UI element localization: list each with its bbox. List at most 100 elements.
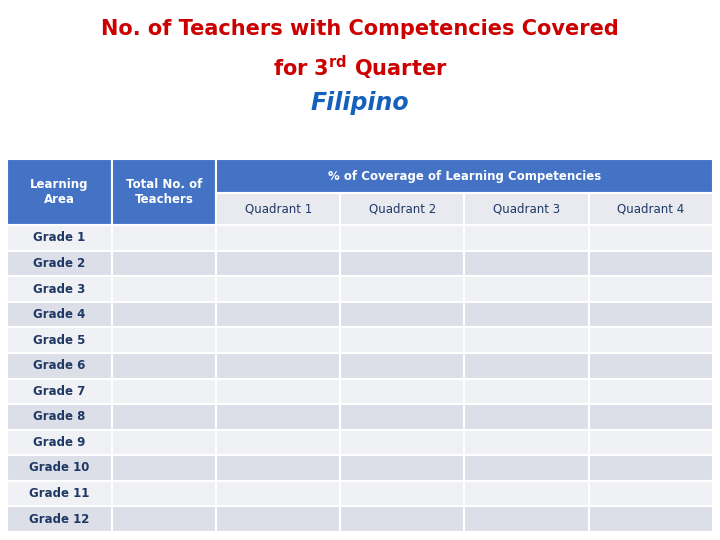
Bar (341, 327, 464, 353)
Bar (112, 379, 216, 404)
Bar (216, 327, 341, 353)
Text: Learning
Area: Learning Area (30, 178, 89, 206)
Bar (112, 430, 216, 455)
Bar (464, 327, 589, 353)
Bar (341, 404, 464, 430)
Bar (589, 430, 713, 455)
Bar (7, 507, 112, 532)
Text: Total No. of
Teachers: Total No. of Teachers (126, 178, 202, 206)
Bar (216, 251, 341, 276)
Bar (341, 302, 464, 327)
Bar (589, 193, 713, 225)
Bar (589, 353, 713, 379)
Bar (216, 379, 341, 404)
Text: Grade 8: Grade 8 (33, 410, 86, 423)
Bar (7, 225, 112, 251)
Text: No. of Teachers with Competencies Covered: No. of Teachers with Competencies Covere… (101, 19, 619, 39)
Bar (216, 455, 341, 481)
Bar (216, 302, 341, 327)
Bar (341, 353, 464, 379)
Bar (216, 404, 341, 430)
Bar (589, 481, 713, 507)
Bar (589, 276, 713, 302)
Text: Grade 7: Grade 7 (33, 385, 86, 398)
Bar (341, 193, 464, 225)
Bar (589, 404, 713, 430)
Bar (464, 353, 589, 379)
Bar (589, 225, 713, 251)
Bar (589, 507, 713, 532)
Bar (464, 225, 589, 251)
Bar (341, 251, 464, 276)
Bar (7, 159, 112, 225)
Text: Filipino: Filipino (311, 91, 409, 114)
Bar (589, 379, 713, 404)
Bar (112, 302, 216, 327)
Bar (112, 481, 216, 507)
Bar (7, 430, 112, 455)
Text: for 3$^\mathregular{rd}$ Quarter: for 3$^\mathregular{rd}$ Quarter (273, 54, 447, 82)
Bar (341, 379, 464, 404)
Bar (7, 455, 112, 481)
Text: Grade 9: Grade 9 (33, 436, 86, 449)
Bar (464, 302, 589, 327)
Bar (7, 302, 112, 327)
Bar (7, 353, 112, 379)
Bar (112, 404, 216, 430)
Bar (464, 193, 589, 225)
Bar (112, 251, 216, 276)
Bar (589, 455, 713, 481)
Text: Quadrant 1: Quadrant 1 (245, 202, 312, 215)
Bar (7, 481, 112, 507)
Bar (112, 276, 216, 302)
Bar (216, 353, 341, 379)
Bar (464, 481, 589, 507)
Bar (112, 507, 216, 532)
Text: Quadrant 4: Quadrant 4 (617, 202, 684, 215)
Text: Grade 4: Grade 4 (33, 308, 86, 321)
Bar (7, 404, 112, 430)
Bar (216, 193, 341, 225)
Bar (216, 159, 713, 193)
Text: Quadrant 2: Quadrant 2 (369, 202, 436, 215)
Bar (112, 225, 216, 251)
Bar (589, 302, 713, 327)
Text: Grade 2: Grade 2 (33, 257, 86, 270)
Bar (112, 455, 216, 481)
Bar (464, 276, 589, 302)
Bar (464, 404, 589, 430)
Bar (341, 430, 464, 455)
Bar (216, 276, 341, 302)
Bar (464, 455, 589, 481)
Bar (216, 481, 341, 507)
Bar (341, 225, 464, 251)
Text: Grade 6: Grade 6 (33, 359, 86, 372)
Text: Grade 5: Grade 5 (33, 334, 86, 347)
Bar (464, 507, 589, 532)
Bar (589, 327, 713, 353)
Bar (464, 251, 589, 276)
Bar (112, 327, 216, 353)
Bar (341, 455, 464, 481)
Bar (112, 159, 216, 225)
Bar (589, 251, 713, 276)
Bar (216, 225, 341, 251)
Bar (7, 379, 112, 404)
Text: Grade 12: Grade 12 (30, 512, 89, 525)
Text: Quadrant 3: Quadrant 3 (493, 202, 560, 215)
Bar (464, 430, 589, 455)
Bar (341, 276, 464, 302)
Text: Grade 1: Grade 1 (33, 232, 86, 245)
Bar (216, 507, 341, 532)
Bar (112, 353, 216, 379)
Bar (7, 327, 112, 353)
Bar (216, 430, 341, 455)
Bar (464, 379, 589, 404)
Text: % of Coverage of Learning Competencies: % of Coverage of Learning Competencies (328, 170, 601, 183)
Text: Grade 11: Grade 11 (30, 487, 89, 500)
Bar (7, 276, 112, 302)
Bar (7, 251, 112, 276)
Text: Grade 10: Grade 10 (30, 462, 89, 475)
Text: Grade 3: Grade 3 (33, 282, 86, 295)
Bar (341, 481, 464, 507)
